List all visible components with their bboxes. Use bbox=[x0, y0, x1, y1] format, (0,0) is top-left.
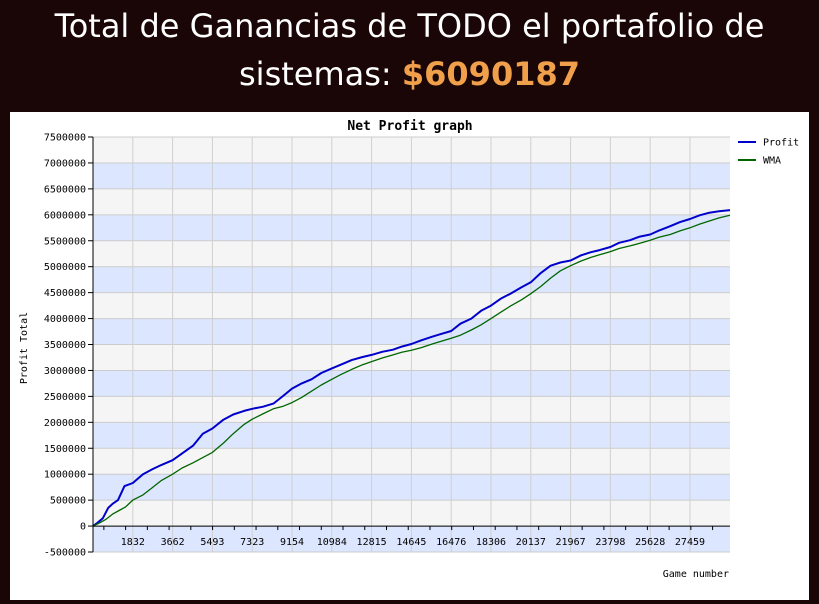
net-profit-chart: -500000 0 500000 1000000 1500000 2000000 25000… bbox=[19, 119, 799, 580]
x-tick-label: 20137 bbox=[516, 537, 546, 548]
x-tick-label: 1832 bbox=[121, 537, 145, 548]
y-tick-label: 3000000 bbox=[44, 366, 86, 377]
y-tick-label: 5000000 bbox=[44, 262, 86, 273]
legend-label-wma: WMA bbox=[763, 156, 781, 167]
y-tick-label: 7000000 bbox=[44, 158, 86, 169]
y-tick-label: 4500000 bbox=[44, 288, 86, 299]
y-tick-label: 500000 bbox=[50, 496, 86, 507]
x-tick-label: 18306 bbox=[476, 537, 506, 548]
series-lines bbox=[92, 209, 731, 527]
x-tick-label: 10984 bbox=[317, 537, 347, 548]
x-axis-label: Game number bbox=[663, 569, 729, 580]
y-axis-label: Profit Total bbox=[19, 312, 30, 384]
x-tick-label: 7323 bbox=[240, 537, 264, 548]
total-profit-amount: $6090187 bbox=[401, 55, 580, 93]
y-tick-label: -500000 bbox=[44, 548, 86, 559]
y-tick-label: 6000000 bbox=[44, 210, 86, 221]
y-tick-label: 6500000 bbox=[44, 184, 86, 195]
y-tick-labels: -500000 0 500000 1000000 1500000 2000000 25000… bbox=[44, 133, 86, 559]
chart-legend: Profit WMA bbox=[738, 138, 799, 167]
y-tick-label: 5500000 bbox=[44, 236, 86, 247]
x-tick-label: 3662 bbox=[161, 537, 185, 548]
y-tick-label: 3500000 bbox=[44, 340, 86, 351]
y-tick-label: 2000000 bbox=[44, 418, 86, 429]
grid-lines bbox=[93, 136, 730, 553]
y-tick-label: 4000000 bbox=[44, 314, 86, 325]
x-tick-label: 16476 bbox=[436, 537, 466, 548]
x-tick-label: 5493 bbox=[200, 537, 224, 548]
headline-banner: Total de Ganancias de TODO el portafolio… bbox=[0, 0, 819, 108]
x-tick-label: 25628 bbox=[635, 537, 665, 548]
chart-panel: -500000 0 500000 1000000 1500000 2000000 25000… bbox=[10, 112, 809, 600]
x-tick-labels: 1832 3662 5493 7323 9154 10984 12815 14645 16476… bbox=[121, 537, 705, 548]
y-tick-label: 2500000 bbox=[44, 392, 86, 403]
x-tick-label: 23798 bbox=[595, 537, 625, 548]
x-tick-label: 14645 bbox=[396, 537, 426, 548]
x-tick-label: 21967 bbox=[556, 537, 586, 548]
headline-line-2-prefix: sistemas: bbox=[239, 55, 402, 93]
y-tick-label: 0 bbox=[80, 522, 86, 533]
x-tick-label: 12815 bbox=[357, 537, 387, 548]
y-tick-label: 1500000 bbox=[44, 444, 86, 455]
x-tick-label: 27459 bbox=[675, 537, 705, 548]
axes bbox=[88, 136, 730, 553]
chart-title: Net Profit graph bbox=[347, 119, 472, 134]
x-tick-label: 9154 bbox=[280, 537, 304, 548]
headline-line-1: Total de Ganancias de TODO el portafolio… bbox=[54, 7, 765, 45]
legend-label-profit: Profit bbox=[763, 138, 799, 149]
headline-line-2: sistemas: $6090187 bbox=[0, 50, 819, 98]
series-line-profit bbox=[92, 209, 731, 527]
y-tick-label: 7500000 bbox=[44, 133, 86, 144]
y-tick-label: 1000000 bbox=[44, 470, 86, 481]
series-line-wma bbox=[92, 214, 731, 527]
